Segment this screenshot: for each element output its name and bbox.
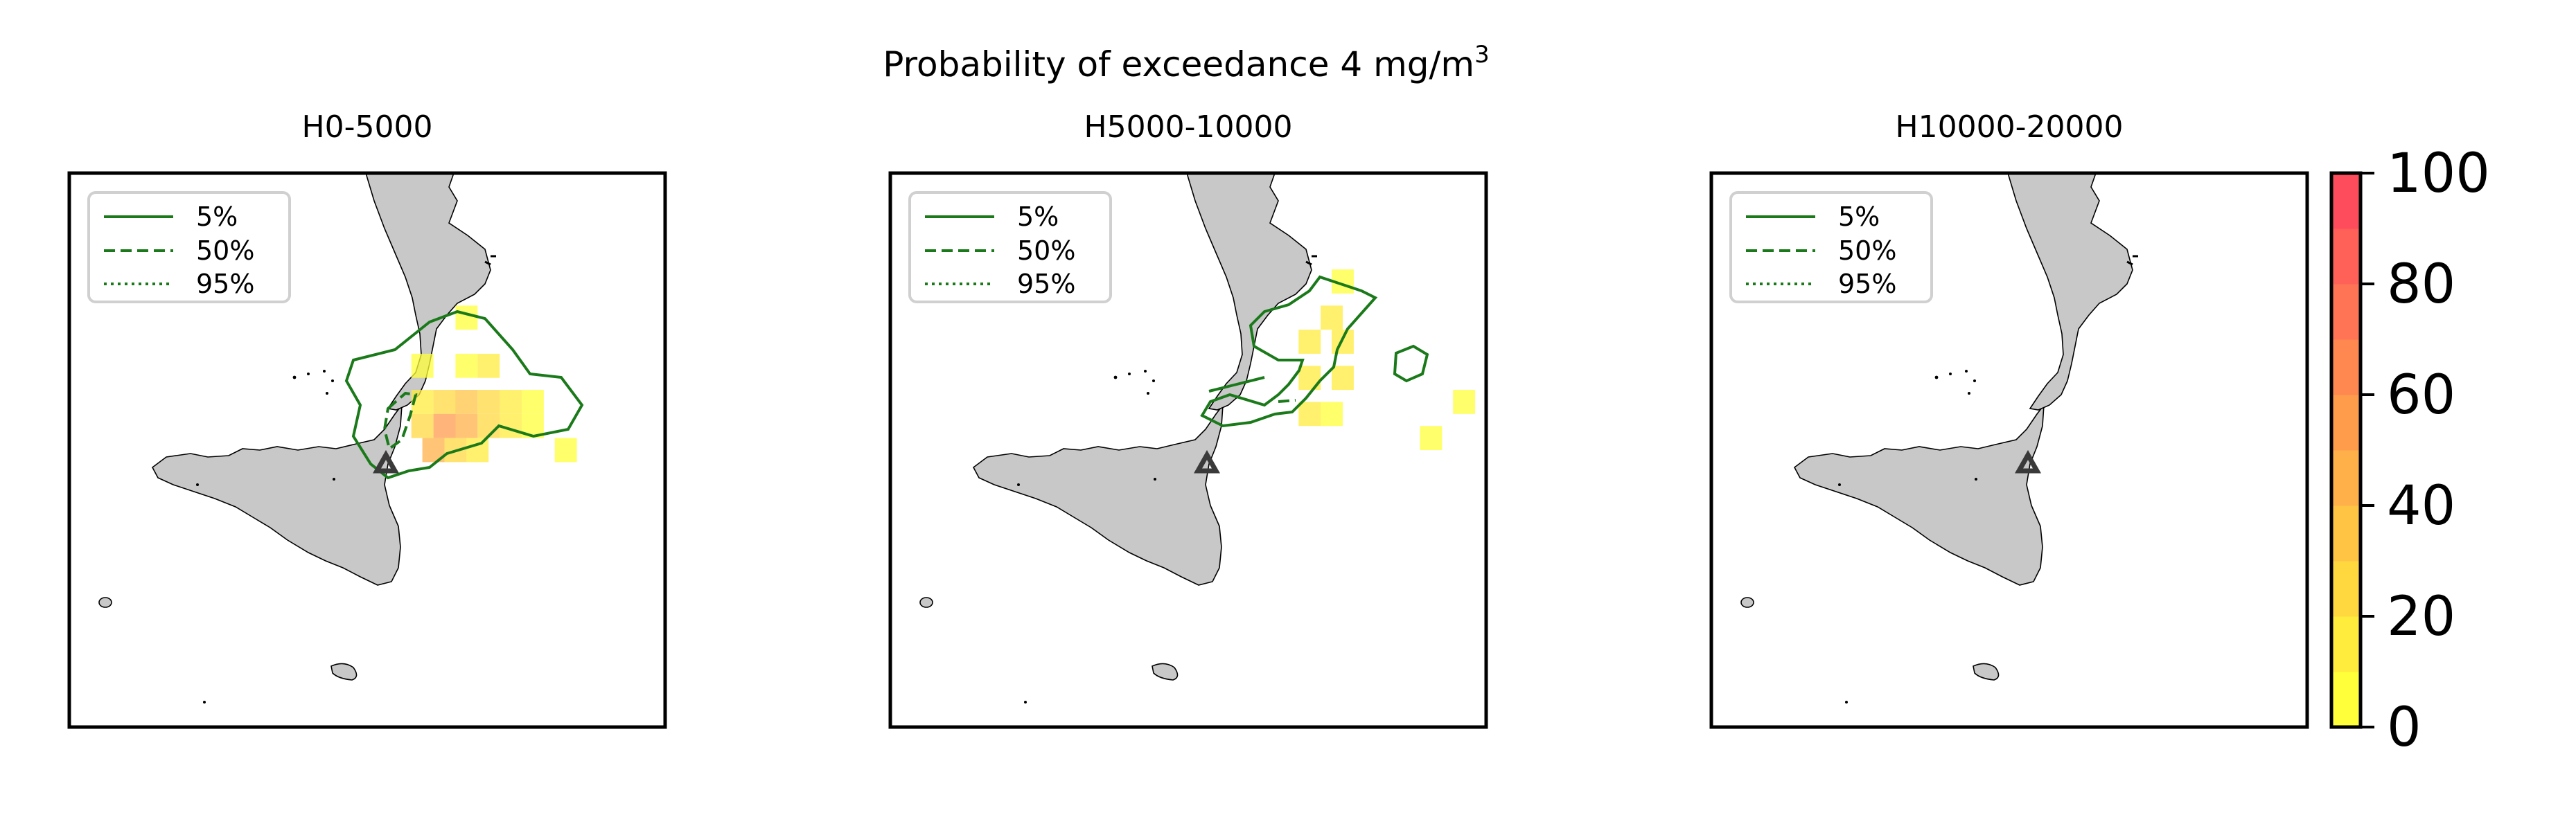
panel-title: H10000-20000 [1896,109,2124,145]
colorbar-tick-label: 80 [2387,253,2455,316]
colorbar-segment [2331,561,2361,617]
panel-title: H0-5000 [302,109,433,145]
probability-cell [477,390,500,414]
probability-cell [455,390,478,414]
contour-5pct [1200,275,1378,428]
legend-label: 50% [196,235,254,266]
legend: 5% 50% 95% [1729,191,1933,303]
colorbar-tick-label: 20 [2387,586,2455,648]
contour-5pct-east [1393,344,1429,383]
colorbar-ticks: 0 20 40 60 80 100 [2361,143,2490,759]
colorbar-frame [2329,171,2363,729]
probability-cell [522,390,544,414]
probability-cell [466,438,489,463]
probability-cell [455,413,478,438]
suptitle-text: Probability of exceedance 4 mg/m [883,44,1474,84]
colorbar-segment [2331,505,2361,562]
legend-label: 5% [1838,201,1880,232]
probability-cell [1332,366,1354,391]
panel-title: H5000-10000 [1084,109,1293,145]
colorbar-segment [2331,229,2361,285]
probability-cell [1453,390,1476,414]
legend: 5% 50% 95% [87,191,291,303]
colorbar-segment [2331,284,2361,340]
probability-cell [1420,426,1443,450]
colorbar-tick-label: 100 [2387,143,2490,205]
probability-cell [500,390,522,414]
probability-field [1298,269,1476,450]
map-frame [888,171,1488,729]
legend-label: 95% [196,269,254,299]
legend-label: 95% [1838,269,1896,299]
probability-cell [411,353,434,378]
probability-cell [433,413,456,438]
legend-box [1729,191,1933,303]
contour-50pct [1278,399,1296,403]
colorbar-tick-label: 0 [2387,697,2421,759]
panel-3: H10000-20000 5% 50% 95% [1709,109,2309,729]
probability-cell [477,413,500,438]
legend-label: 50% [1838,235,1896,266]
colorbar-segment [2331,339,2361,395]
legend-box [908,191,1112,303]
colorbar-segment [2331,173,2361,229]
probability-cell [1321,402,1343,427]
probability-cell [1321,305,1343,330]
colorbar-segment [2331,395,2361,451]
colorbar-tick-label: 40 [2387,475,2455,537]
map-frame [67,171,667,729]
probability-cell [433,390,456,414]
colorbar-segments [2331,173,2361,728]
legend-label: 5% [196,201,238,232]
probability-cell [477,353,500,378]
probability-cell [411,413,434,438]
volcano-icon [1194,449,1220,474]
probability-field [411,305,577,463]
suptitle-superscript: 3 [1474,41,1490,69]
probability-cell [1298,402,1321,427]
legend-label: 95% [1017,269,1075,299]
legend: 5% 50% 95% [908,191,1112,303]
probability-cell [1298,330,1321,354]
contour-5pct [344,310,584,480]
probability-cell [1298,366,1321,391]
colorbar-segment [2331,450,2361,506]
contour-50pct [382,391,418,451]
panel-2: H5000-10000 5% 50% 95% [888,109,1488,729]
volcano-icon [373,449,399,474]
colorbar: 0 20 40 60 80 100 [2329,143,2490,759]
probability-cell [554,438,577,463]
legend-label: 5% [1017,201,1059,232]
colorbar-segment [2331,616,2361,672]
probability-cell [455,305,478,330]
colorbar-tick-label: 60 [2387,364,2455,427]
legend-label: 50% [1017,235,1075,266]
figure-suptitle: Probability of exceedance 4 mg/m3 [883,41,1489,84]
map-frame [1709,171,2309,729]
volcano-icon [2015,449,2041,474]
panel-1: H0-5000 5% 50% 95% [67,109,667,729]
colorbar-segment [2331,672,2361,728]
contour-5pct-branch [1208,376,1265,393]
legend-box [87,191,291,303]
probability-cell [455,353,478,378]
